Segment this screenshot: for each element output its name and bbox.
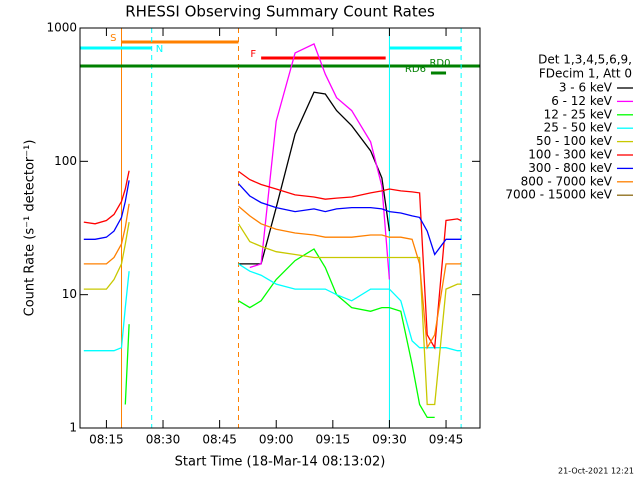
footer: 21-Oct-2021 12:21 <box>558 467 634 476</box>
x-tick-label: 09:15 <box>316 433 351 447</box>
legend-label: 300 - 800 keV <box>528 161 612 175</box>
series-line <box>83 170 462 350</box>
legend-label: 25 - 50 keV <box>544 121 613 135</box>
x-tick-label: 09:30 <box>372 433 407 447</box>
legend-label: 100 - 300 keV <box>528 148 612 162</box>
x-tick-label: 09:45 <box>429 433 464 447</box>
series-line <box>83 263 462 352</box>
y-tick-label: 10 <box>62 287 77 301</box>
interval-label: N <box>156 44 163 55</box>
series-line <box>83 221 462 406</box>
legend-header: Det 1,3,4,5,6,9, <box>538 53 632 67</box>
legend-label: 7000 - 15000 keV <box>505 188 612 202</box>
chart-title: RHESSI Observing Summary Count Rates <box>125 3 435 21</box>
series-line <box>83 180 462 256</box>
legend-label: 800 - 7000 keV <box>521 174 613 188</box>
y-axis-label: Count Rate (s⁻¹ detector⁻¹) <box>23 140 38 317</box>
x-tick-label: 08:45 <box>202 433 237 447</box>
plot-frame <box>79 27 481 429</box>
x-tick-label: 09:00 <box>259 433 294 447</box>
legend-header: FDecim 1, Att 0 <box>539 67 632 81</box>
x-tick-label: 08:15 <box>89 433 124 447</box>
legend-label: 6 - 12 keV <box>551 94 613 108</box>
legend-label: 50 - 100 keV <box>536 134 613 148</box>
legend-label: 12 - 25 keV <box>544 107 613 121</box>
series-line <box>83 203 462 350</box>
interval-label: RD0 <box>429 58 450 69</box>
interval-label: RD6 <box>405 64 426 75</box>
legend-label: 3 - 6 keV <box>559 81 613 95</box>
interval-label: S <box>110 33 116 44</box>
x-axis-label: Start Time (18-Mar-14 08:13:02) <box>175 455 386 470</box>
y-tick-label: 100 <box>54 154 77 168</box>
series-line <box>249 43 391 280</box>
series-line <box>124 248 435 419</box>
y-tick-label: 1 <box>69 421 77 435</box>
x-tick-label: 08:30 <box>146 433 181 447</box>
y-tick-label: 1000 <box>46 21 77 35</box>
interval-label: F <box>250 49 256 60</box>
